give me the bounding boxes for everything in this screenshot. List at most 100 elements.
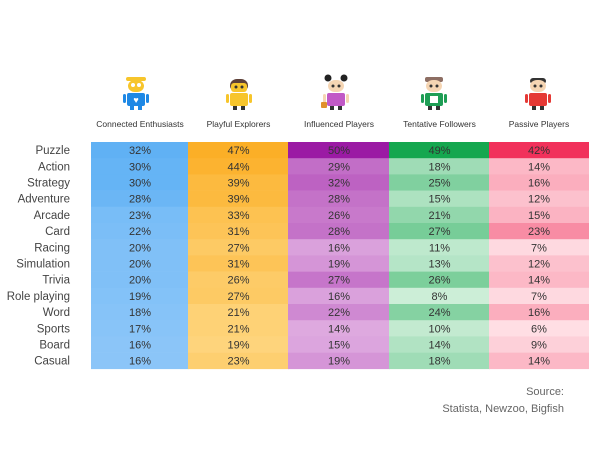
heatmap-cell [188, 158, 289, 175]
heatmap-cell [91, 271, 189, 289]
cell-value-label: 33% [227, 210, 249, 222]
cell-value-label: 26% [428, 275, 450, 287]
cell-value-label: 49% [428, 145, 450, 157]
cell-value-label: 9% [531, 340, 547, 352]
row-label: Puzzle [35, 145, 70, 157]
heatmap-cell [389, 255, 490, 272]
influenced-players-android-icon [321, 74, 349, 110]
heatmap-cell [389, 287, 490, 305]
heatmap-cell [389, 223, 490, 240]
cell-value-label: 24% [428, 307, 450, 319]
heatmap-cell [188, 223, 289, 240]
cell-value-label: 16% [328, 242, 350, 254]
cell-value-label: 32% [129, 145, 151, 157]
heatmap-cell [188, 206, 289, 224]
heatmap-cell [188, 174, 289, 191]
heatmap-cell [288, 336, 390, 353]
heatmap-cell [389, 304, 490, 321]
source-note: Source: Statista, Newzoo, Bigfish [442, 384, 564, 418]
cell-value-label: 8% [432, 291, 448, 303]
heatmap-cell [489, 206, 589, 224]
row-label: Word [43, 307, 70, 319]
heatmap-cell [389, 190, 490, 208]
heatmap-cell [91, 255, 189, 272]
heatmap-cell [188, 190, 289, 208]
row-label: Trivia [42, 275, 70, 287]
heatmap-cell [91, 320, 189, 337]
cell-value-label: 21% [428, 210, 450, 222]
heatmap-cell [91, 336, 189, 353]
cell-value-label: 16% [129, 340, 151, 352]
cell-value-label: 19% [328, 259, 350, 271]
cell-value-label: 12% [528, 194, 550, 206]
playful-explorers-android-icon [226, 79, 252, 110]
heatmap-cell [389, 271, 490, 289]
heatmap-cell [489, 223, 589, 240]
cell-value-label: 28% [328, 194, 350, 206]
cell-value-label: 16% [328, 291, 350, 303]
cell-value-label: 31% [227, 259, 249, 271]
heatmap-cell [91, 206, 189, 224]
cell-value-label: 20% [129, 259, 151, 271]
heatmap-cell [188, 287, 289, 305]
heatmap-cell [188, 336, 289, 353]
cell-value-label: 26% [328, 210, 350, 222]
cell-value-label: 23% [528, 226, 550, 238]
row-label: Strategy [27, 178, 70, 190]
cell-value-label: 28% [129, 194, 151, 206]
cell-value-label: 14% [528, 356, 550, 368]
cell-value-label: 23% [227, 356, 249, 368]
cell-value-label: 25% [428, 178, 450, 190]
row-label: Role playing [7, 291, 70, 303]
cell-value-label: 19% [129, 291, 151, 303]
cell-value-label: 27% [227, 291, 249, 303]
heatmap-cell [91, 158, 189, 175]
svg-text:♥: ♥ [133, 95, 138, 105]
heatmap-cell [288, 206, 390, 224]
cell-value-label: 20% [129, 242, 151, 254]
row-label: Board [39, 340, 70, 352]
heatmap-cell [188, 320, 289, 337]
cell-value-label: 32% [328, 178, 350, 190]
cell-value-label: 39% [227, 194, 249, 206]
heatmap-cell [188, 271, 289, 289]
heatmap-cell [489, 174, 589, 191]
heatmap-cell [389, 320, 490, 337]
heatmap-cell [188, 239, 289, 256]
row-label: Action [38, 161, 70, 173]
heatmap-cell [489, 239, 589, 256]
cell-value-label: 26% [227, 275, 249, 287]
cell-value-label: 18% [129, 307, 151, 319]
cell-value-label: 14% [428, 340, 450, 352]
cell-value-label: 30% [129, 178, 151, 190]
cell-value-label: 47% [227, 145, 249, 157]
heatmap-cell [389, 174, 490, 191]
heatmap-cell [489, 255, 589, 272]
heatmap-cell [489, 336, 589, 353]
cell-value-label: 7% [531, 291, 547, 303]
heatmap-cell [91, 352, 189, 370]
heatmap-cell [389, 352, 490, 370]
heatmap-cell [91, 142, 189, 159]
cell-value-label: 14% [528, 161, 550, 173]
heatmap-cell [91, 223, 189, 240]
cell-value-label: 21% [227, 323, 249, 335]
heatmap-cell [288, 304, 390, 321]
cell-value-label: 27% [328, 275, 350, 287]
cell-value-label: 22% [129, 226, 151, 238]
cell-value-label: 16% [528, 307, 550, 319]
column-label: Connected Enthusiasts [96, 119, 183, 129]
heatmap-cell [489, 287, 589, 305]
heatmap-cell [288, 158, 390, 175]
heatmap-cell [91, 190, 189, 208]
heatmap-cell [288, 239, 390, 256]
heatmap-cell [288, 271, 390, 289]
cell-value-label: 31% [227, 226, 249, 238]
row-label: Card [45, 226, 70, 238]
source-names: Statista, Newzoo, Bigfish [442, 403, 564, 415]
connected-enthusiasts-android-icon: ♥ [123, 77, 149, 110]
heatmap-cell [489, 304, 589, 321]
heatmap-cell [288, 223, 390, 240]
source-label: Source: [526, 386, 564, 398]
